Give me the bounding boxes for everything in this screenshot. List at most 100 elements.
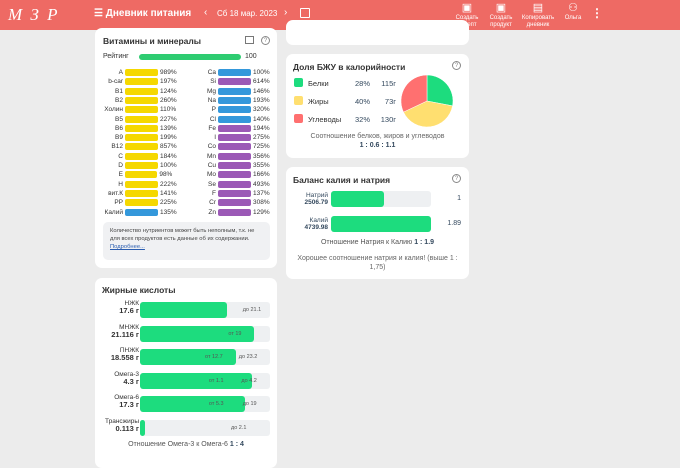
card-title: Доля БЖУ в калорийности [293, 62, 406, 72]
user-icon: ⚇ [568, 2, 578, 14]
nutrient-percent: 98% [159, 171, 173, 179]
nutrient-bar [218, 180, 251, 188]
copy-diary-button[interactable]: ▤ Копировать дневник [518, 2, 558, 29]
fatty-acid-name: ПНЖК [119, 347, 139, 354]
balance-track [331, 191, 431, 207]
nutrient-bar [218, 115, 251, 123]
nutrient-name: PP [114, 199, 123, 207]
fatty-acid-amount: 17.3 г [119, 400, 139, 409]
norm-marker: до 23.2 [238, 354, 258, 360]
card-title: Витамины и минералы [103, 36, 202, 46]
more-menu-icon[interactable]: ⋮ [591, 6, 603, 20]
legend-grams: 115г [381, 79, 396, 88]
fatty-acid-label: Трансжиры 0.113 г [95, 418, 139, 433]
nutrient-percent: 100% [253, 69, 270, 76]
nutrient-row: Ca 100% [188, 68, 270, 77]
ratio-label: Соотношение белков, жиров и углеводов [310, 133, 445, 140]
next-day-button[interactable]: › [284, 7, 288, 18]
nutrient-bar [125, 180, 158, 188]
nutrient-percent: 140% [253, 115, 270, 123]
nutrient-name: Калий [309, 217, 328, 224]
nutrient-bar [125, 162, 158, 169]
help-icon[interactable]: ? [261, 36, 270, 45]
nutrient-row: B9 199% [95, 133, 177, 142]
legend-grams: 73г [384, 97, 396, 106]
nutrient-row: I 275% [188, 133, 270, 142]
nutrient-bar [218, 208, 251, 216]
nutrient-bar [125, 189, 158, 197]
nutrient-percent: 166% [253, 171, 270, 179]
create-product-button[interactable]: ▣ Создать продукт [484, 2, 518, 29]
nutrient-row: Fe 194% [188, 124, 270, 133]
nutrient-percent: 222% [160, 180, 177, 188]
nutrient-name: Cl [209, 115, 216, 123]
nutrient-name: B2 [115, 96, 123, 104]
partial-card [286, 20, 469, 45]
fatty-acid-row: Омега-6 17.3 г от 5.3 до 19 [95, 394, 277, 414]
nutrient-name: Si [210, 78, 216, 86]
ratio-value: 1 : 0.6 : 1.1 [359, 142, 396, 149]
norm-marker: от 5.3 [208, 401, 224, 407]
nutrient-percent: 356% [253, 152, 270, 160]
card-title: Баланс калия и натрия [293, 175, 391, 185]
nutrient-bar [125, 96, 158, 104]
fatty-acid-label: МНЖК 21.116 г [95, 324, 139, 339]
table-icon[interactable] [245, 36, 254, 44]
menu-button[interactable]: ☰ Дневник питания [94, 8, 191, 19]
nutrient-row: вит.К 141% [95, 189, 177, 198]
bju-pie-chart [400, 74, 454, 128]
legend-name: Жиры [308, 97, 329, 106]
app-logo[interactable]: М З Р [8, 5, 60, 24]
nutrient-amount: 4739.98 [304, 224, 329, 231]
nutrient-row: D 100% [95, 161, 177, 170]
nutrient-name: b-car [108, 78, 123, 86]
nutrient-bar [218, 199, 251, 207]
nutrient-percent: 129% [253, 208, 270, 216]
nutrient-percent: 137% [253, 189, 270, 197]
calendar-icon[interactable] [300, 8, 310, 18]
nutrient-name: P [211, 106, 216, 114]
nutrient-bar [125, 199, 158, 207]
fatty-acid-amount: 17.6 г [119, 306, 139, 315]
nutrient-row: Na 193% [188, 96, 270, 105]
fatty-acid-name: Омега-6 [114, 394, 139, 401]
pie-slice-Углеводы [400, 74, 428, 113]
norm-marker: от 12.7 [205, 354, 223, 360]
fatty-acid-label: ПНЖК 18.558 г [95, 347, 139, 362]
nutrient-bar [218, 87, 251, 95]
ratio-label: Отношение Омега-3 к Омега-6 [128, 441, 228, 448]
nutrient-name: Se [208, 180, 216, 188]
legend-swatch-Жиры [294, 96, 303, 105]
fatty-acid-amount: 18.558 г [110, 353, 139, 362]
prev-day-button[interactable]: ‹ [204, 7, 208, 18]
date-display[interactable]: Сб 18 мар. 2023 [217, 9, 278, 18]
nutrient-row: B5 227% [95, 115, 177, 124]
bju-ratio: Соотношение белков, жиров и углеводов 1 :… [286, 132, 469, 150]
nutrient-percent: 355% [253, 162, 270, 169]
nutrient-row: Co 725% [188, 142, 270, 151]
more-link[interactable]: Подробнее... [110, 244, 145, 250]
norm-marker: до 21.1 [242, 307, 262, 313]
pie-slice-Жиры [403, 100, 453, 128]
button-label: Ольга [564, 15, 582, 21]
help-icon[interactable]: ? [452, 174, 461, 183]
user-button[interactable]: ⚇ Ольга [558, 2, 588, 22]
nutrient-name: Mn [206, 152, 216, 160]
legend-name: Белки [308, 79, 329, 88]
fatty-acid-amount: 21.116 г [111, 329, 139, 339]
nutrient-bar [218, 134, 251, 142]
norm-marker: до 2.1 [231, 424, 247, 431]
fatty-acid-track: от 1.1 до 4.2 [140, 372, 270, 389]
nutrient-percent: 227% [160, 115, 177, 123]
potassium-sodium-card: Баланс калия и натрия ? Натрий 2506.79 1 Ка… [286, 167, 469, 279]
nutrient-percent: 320% [253, 106, 270, 114]
nutrient-name: I [214, 134, 216, 142]
nutrient-bar [125, 124, 158, 132]
fatty-acid-row: НЖК 17.6 г до 21.1 [95, 300, 277, 320]
hamburger-icon: ☰ [94, 8, 106, 19]
nutrient-name: Fe [208, 124, 216, 132]
nutrient-percent: 146% [253, 87, 270, 95]
help-icon[interactable]: ? [452, 61, 461, 70]
rating-bar [139, 54, 241, 60]
nutrient-bar [218, 189, 251, 197]
